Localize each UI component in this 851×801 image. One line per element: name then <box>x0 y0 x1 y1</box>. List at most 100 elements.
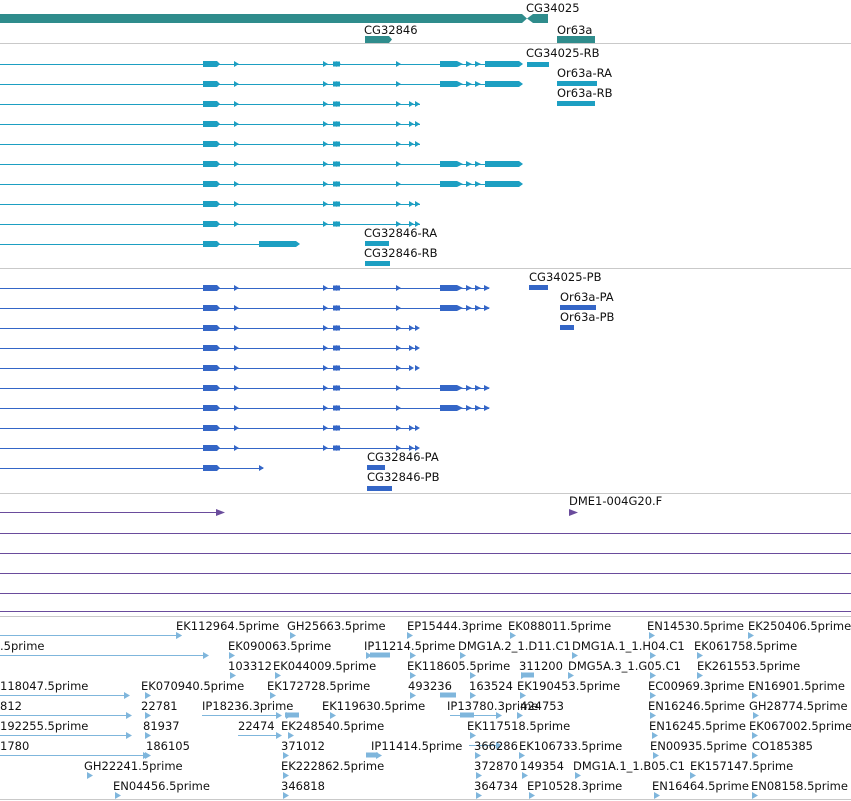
est-label[interactable]: 149354 <box>520 759 564 773</box>
est-label[interactable]: 81937 <box>143 719 180 733</box>
protein-exon[interactable] <box>203 325 217 331</box>
est-label[interactable]: DMG1A.2_1.D11.C1 <box>458 639 571 653</box>
est-feature[interactable] <box>572 652 578 659</box>
est-label[interactable]: 22781 <box>141 699 178 713</box>
est-feature[interactable] <box>650 652 656 659</box>
transcript-row[interactable] <box>0 101 420 107</box>
est-feature[interactable] <box>460 652 466 659</box>
protein-exon[interactable] <box>333 325 340 331</box>
est-feature[interactable] <box>283 792 289 799</box>
est-label[interactable]: EK088011.5prime <box>508 619 611 633</box>
gene-feature-cg34025-b[interactable] <box>527 14 548 23</box>
protein-row[interactable] <box>0 285 490 291</box>
est-label[interactable]: EK090063.5prime <box>228 639 331 653</box>
transcript-exon[interactable] <box>333 161 340 167</box>
est-label[interactable]: GH22241.5prime <box>84 759 183 773</box>
est-feature[interactable] <box>520 692 526 699</box>
transcript-label-or63a-rb[interactable]: Or63a-RB <box>557 86 613 100</box>
est-feature[interactable] <box>145 732 151 739</box>
protein-exon[interactable] <box>203 465 217 471</box>
est-feature[interactable] <box>752 732 758 739</box>
transcript-feature-or63a-rb[interactable] <box>557 101 595 106</box>
est-feature[interactable] <box>529 792 535 799</box>
transcript-exon[interactable] <box>203 181 217 187</box>
est-label[interactable]: IP11214.5prime <box>364 639 455 653</box>
protein-label-or63a-pb[interactable]: Or63a-PB <box>560 310 615 324</box>
transcript-row[interactable] <box>0 81 523 87</box>
protein-exon[interactable] <box>333 305 340 311</box>
transcript-exon[interactable] <box>203 81 217 87</box>
transcript-row[interactable] <box>0 241 300 247</box>
transcript-exon[interactable] <box>203 101 217 107</box>
transcript-exon[interactable] <box>485 61 519 67</box>
est-label[interactable]: 493236 <box>408 679 452 693</box>
est-feature[interactable] <box>475 752 481 759</box>
transcript-exon[interactable] <box>440 61 457 67</box>
est-label[interactable]: GH25663.5prime <box>287 619 386 633</box>
protein-feature-or63a-pb[interactable] <box>560 325 574 330</box>
protein-exon[interactable] <box>333 405 340 411</box>
transcript-exon[interactable] <box>485 161 519 167</box>
est-feature[interactable] <box>145 692 151 699</box>
est-feature[interactable] <box>522 672 534 678</box>
est-feature[interactable] <box>753 712 759 719</box>
est-label[interactable]: 364734 <box>474 779 518 793</box>
est-label[interactable]: EN00935.5prime <box>650 739 747 753</box>
est-feature[interactable] <box>410 652 416 659</box>
est-label[interactable]: IP13780.3prime <box>447 699 538 713</box>
gene-label-cg34025[interactable]: CG34025 <box>526 1 580 15</box>
transcript-exon[interactable] <box>440 181 457 187</box>
transcript-exon[interactable] <box>333 201 340 207</box>
transcript-row[interactable] <box>0 161 523 167</box>
protein-label-cg32846-pa[interactable]: CG32846-PA <box>367 450 439 464</box>
protein-exon[interactable] <box>440 305 457 311</box>
est-feature[interactable] <box>407 632 413 639</box>
transcript-label-cg32846-ra[interactable]: CG32846-RA <box>364 226 437 240</box>
transcript-exon[interactable] <box>440 161 457 167</box>
est-feature[interactable] <box>440 692 456 698</box>
est-feature[interactable] <box>460 712 474 718</box>
est-feature[interactable] <box>283 752 289 759</box>
est-feature[interactable] <box>270 692 276 699</box>
transcript-exon[interactable] <box>333 141 340 147</box>
est-feature[interactable] <box>510 632 516 639</box>
est-label[interactable]: 372870 <box>474 759 518 773</box>
gene-feature-cg34025[interactable] <box>0 14 522 23</box>
est-feature[interactable] <box>285 712 299 718</box>
protein-exon[interactable] <box>333 445 340 451</box>
protein-exon[interactable] <box>203 305 217 311</box>
est-label[interactable]: 103312 <box>228 659 272 673</box>
transcript-exon[interactable] <box>333 121 340 127</box>
est-label[interactable]: CO185385 <box>752 739 813 753</box>
est-label[interactable]: 192255.5prime <box>0 719 88 733</box>
est-feature[interactable] <box>115 792 121 799</box>
est-feature[interactable] <box>649 632 655 639</box>
est-label[interactable]: EP10528.3prime <box>527 779 622 793</box>
est-feature[interactable] <box>697 652 703 659</box>
est-feature[interactable] <box>653 752 659 759</box>
est-label[interactable]: 311200 <box>519 659 563 673</box>
transcript-row[interactable] <box>0 121 420 127</box>
est-feature[interactable] <box>697 672 703 679</box>
est-label[interactable]: EK261553.5prime <box>697 659 800 673</box>
est-feature[interactable] <box>410 692 416 699</box>
est-feature[interactable] <box>522 772 528 779</box>
est-feature[interactable] <box>568 672 574 679</box>
est-label[interactable]: IP18236.3prime <box>202 699 293 713</box>
transcript-exon[interactable] <box>440 81 457 87</box>
est-feature[interactable] <box>752 752 758 759</box>
est-feature[interactable] <box>288 732 294 739</box>
transcript-feature-cg32846-ra[interactable] <box>365 241 389 246</box>
transcript-exon[interactable] <box>203 121 217 127</box>
est-label[interactable]: 424753 <box>520 699 564 713</box>
protein-row[interactable] <box>0 405 490 411</box>
est-label[interactable]: EN16246.5prime <box>648 699 745 713</box>
est-feature[interactable] <box>366 652 372 659</box>
transcript-exon[interactable] <box>259 241 296 247</box>
transcript-label-cg32846-rb[interactable]: CG32846-RB <box>364 246 438 260</box>
transcript-exon[interactable] <box>333 221 340 227</box>
est-label[interactable]: EK061758.5prime <box>694 639 797 653</box>
protein-row[interactable] <box>0 365 420 371</box>
est-feature[interactable] <box>470 672 476 679</box>
